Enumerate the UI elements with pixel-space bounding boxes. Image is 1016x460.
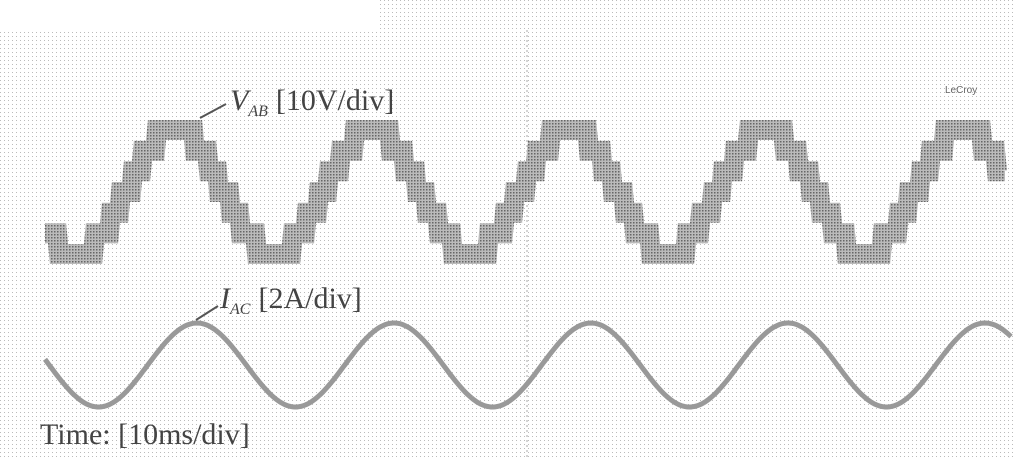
time-scale: Time: [10ms/div] [40, 418, 250, 451]
subscript: AB [247, 103, 268, 120]
blank-corner [0, 0, 380, 30]
page: VAB[10V/div] IAC[2A/div] Time: [10ms/div… [0, 0, 1016, 460]
brand: LeCroy [945, 85, 977, 96]
subscript: AC [229, 301, 251, 318]
scope-screen: VAB[10V/div] IAC[2A/div] Time: [10ms/div… [0, 0, 1016, 460]
scale: [2A/div] [258, 282, 361, 315]
scale: [10V/div] [276, 84, 394, 117]
